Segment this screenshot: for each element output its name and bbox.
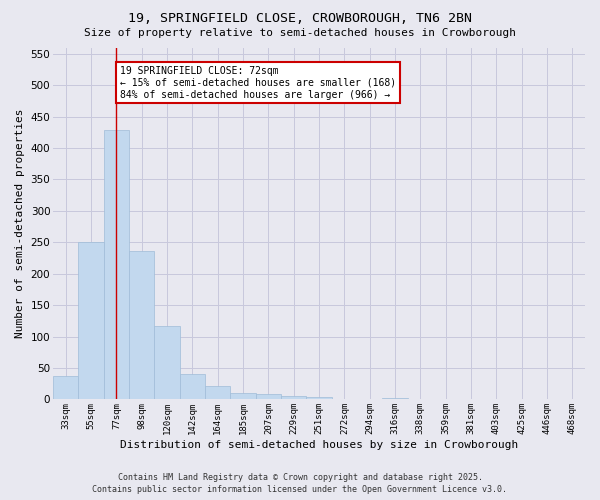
Bar (256, 394, 281, 400)
Bar (281, 396, 307, 400)
Bar (129, 251, 154, 400)
Bar (535, 399, 560, 400)
Text: Size of property relative to semi-detached houses in Crowborough: Size of property relative to semi-detach… (84, 28, 516, 38)
Bar (230, 393, 256, 400)
Bar (154, 326, 180, 400)
Text: 19, SPRINGFIELD CLOSE, CROWBOROUGH, TN6 2BN: 19, SPRINGFIELD CLOSE, CROWBOROUGH, TN6 … (128, 12, 472, 25)
Bar (104, 130, 129, 400)
Bar (79, 242, 104, 400)
X-axis label: Distribution of semi-detached houses by size in Crowborough: Distribution of semi-detached houses by … (120, 440, 518, 450)
Bar (53, 376, 79, 400)
Bar (205, 386, 230, 400)
Bar (382, 398, 407, 400)
Bar (484, 399, 509, 400)
Text: Contains HM Land Registry data © Crown copyright and database right 2025.
Contai: Contains HM Land Registry data © Crown c… (92, 472, 508, 494)
Bar (307, 397, 332, 400)
Bar (180, 374, 205, 400)
Text: 19 SPRINGFIELD CLOSE: 72sqm
← 15% of semi-detached houses are smaller (168)
84% : 19 SPRINGFIELD CLOSE: 72sqm ← 15% of sem… (120, 66, 397, 100)
Y-axis label: Number of semi-detached properties: Number of semi-detached properties (15, 108, 25, 338)
